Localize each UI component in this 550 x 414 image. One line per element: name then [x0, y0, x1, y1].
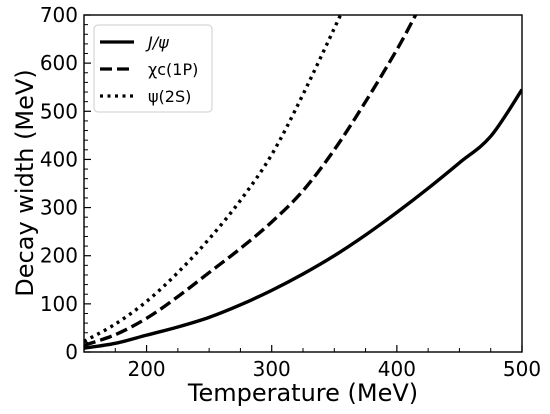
x-tick-label: 200 — [127, 357, 165, 381]
legend-label-jpsi: J/ψ — [145, 33, 169, 52]
legend-box — [93, 24, 213, 113]
series-line-chic — [84, 15, 418, 347]
legend-label-psi2s: ψ(2S) — [148, 87, 191, 106]
y-tick-label: 200 — [40, 244, 78, 268]
y-tick-label: 600 — [40, 51, 78, 75]
y-tick-label: 700 — [40, 3, 78, 27]
y-axis-title: Decay width (MeV) — [11, 69, 39, 296]
x-tick-label: 500 — [503, 357, 541, 381]
x-tick-label: 300 — [253, 357, 291, 381]
y-tick-label: 300 — [40, 196, 78, 220]
x-axis-title: Temperature (MeV) — [187, 379, 418, 407]
y-tick-label: 100 — [40, 292, 78, 316]
series-line-jpsi — [84, 88, 522, 350]
legend-label-chic: χc(1P) — [148, 60, 198, 79]
legend: J/ψ χc(1P) ψ(2S) — [93, 24, 213, 113]
x-tick-label: 400 — [378, 357, 416, 381]
y-tick-label: 500 — [40, 99, 78, 123]
y-tick-label: 0 — [65, 340, 78, 364]
plot-frame — [83, 14, 523, 353]
y-tick-label: 400 — [40, 147, 78, 171]
series-line-psi2s — [84, 15, 343, 343]
